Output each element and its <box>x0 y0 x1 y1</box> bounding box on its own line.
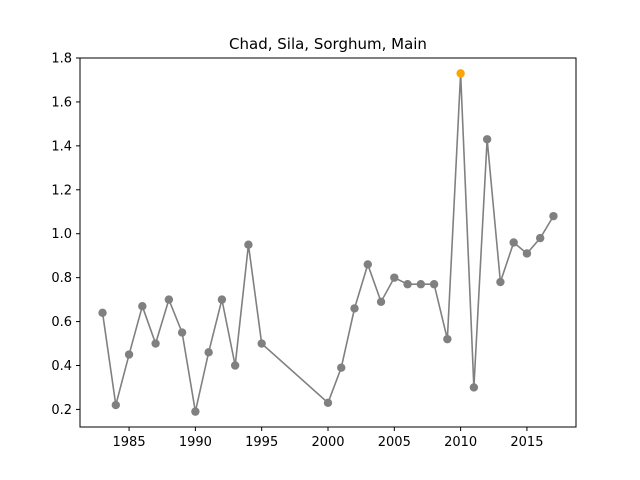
data-point <box>443 334 452 344</box>
data-point <box>204 348 213 357</box>
data-point <box>138 301 147 311</box>
data-point <box>177 328 187 337</box>
y-tick-label: 1.0 <box>51 227 72 242</box>
y-tick-label: 1.4 <box>51 139 72 154</box>
data-point <box>535 233 545 243</box>
data-point <box>323 398 333 408</box>
data-point <box>98 308 107 317</box>
y-tick-label: 1.2 <box>51 183 72 198</box>
y-tick-label: 1.8 <box>51 52 72 67</box>
data-point <box>482 135 492 144</box>
data-point <box>191 407 200 416</box>
y-tick-label: 0.4 <box>51 359 72 374</box>
x-tick-label: 2005 <box>378 435 411 450</box>
y-tick-label: 0.8 <box>51 271 72 286</box>
data-point <box>244 240 253 249</box>
data-point <box>257 339 266 348</box>
chart-title: Chad, Sila, Sorghum, Main <box>229 35 427 53</box>
data-point <box>496 277 505 287</box>
data-point <box>509 238 518 247</box>
data-point <box>390 273 399 282</box>
data-point <box>403 280 412 289</box>
data-point <box>350 304 359 313</box>
data-point <box>124 350 134 359</box>
x-tick-label: 1995 <box>245 435 278 450</box>
series-layer <box>98 69 558 416</box>
y-axis: 0.2 0.4 0.6 0.8 1.0 1.2 1.4 1.6 1.8 <box>51 52 80 418</box>
plot-background <box>80 58 576 427</box>
data-point <box>429 280 439 289</box>
x-tick-label: 2000 <box>311 435 344 450</box>
data-point <box>416 280 426 289</box>
data-point <box>376 297 386 307</box>
x-tick-label: 1990 <box>179 435 212 450</box>
data-point <box>151 339 160 348</box>
data-point <box>217 295 227 304</box>
data-point <box>522 249 532 258</box>
x-tick-label: 2010 <box>444 435 477 450</box>
data-point <box>164 295 174 304</box>
x-tick-label: 1985 <box>113 435 146 450</box>
y-tick-label: 0.2 <box>51 403 72 418</box>
data-point <box>230 361 240 370</box>
data-point <box>337 363 346 372</box>
x-tick-label: 2015 <box>510 435 543 450</box>
y-tick-label: 1.6 <box>51 95 72 110</box>
x-axis: 1985 1990 1995 2000 2005 2010 2015 <box>113 427 543 450</box>
data-point <box>363 260 372 269</box>
data-point <box>469 383 479 392</box>
highlighted-data-point <box>456 69 465 78</box>
data-point <box>111 400 121 410</box>
data-point <box>549 211 558 221</box>
plot-area <box>79 57 577 428</box>
y-tick-label: 0.6 <box>51 315 72 330</box>
